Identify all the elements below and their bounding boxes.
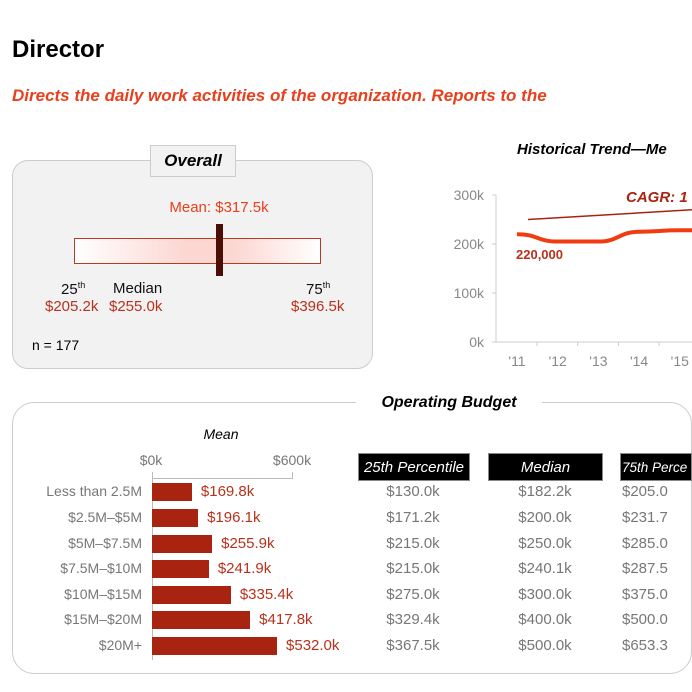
series-line [516, 228, 692, 244]
bar-value-label: $532.0k [286, 637, 340, 654]
table-cell: $329.4k [386, 611, 440, 628]
y-tick-label: 200k [454, 236, 485, 252]
range-bar [74, 238, 321, 264]
p75-value: $396.5k [291, 298, 345, 315]
x-tick-label: '11 [508, 353, 525, 369]
x-tick-label: '13 [589, 353, 607, 369]
table-cell: $182.2k [518, 483, 572, 500]
category-label: $20M+ [98, 637, 142, 653]
table-cell: $300.0k [518, 586, 572, 603]
category-label: $2.5M–$5M [68, 509, 142, 525]
mean-marker [216, 224, 223, 276]
col-header-25th: 25th Percentile [358, 453, 470, 481]
table-cell: $240.1k [518, 560, 572, 577]
x-tick: $600k [272, 452, 312, 468]
table-cell: $171.2k [386, 509, 440, 526]
overall-panel [12, 160, 373, 369]
median-label: Median [113, 280, 163, 297]
table-cell: $215.0k [386, 535, 440, 552]
x-axis [152, 478, 293, 479]
table-cell: $231.7 [622, 509, 668, 526]
x-tick-label: '12 [549, 353, 567, 369]
x-tick-label: '14 [630, 353, 648, 369]
page-subtitle: Directs the daily work activities of the… [12, 86, 547, 105]
bar-value-label: $417.8k [259, 611, 313, 628]
cagr-label: CAGR: 1 [626, 189, 688, 206]
category-label: Less than 2.5M [46, 483, 142, 499]
title-backdrop [356, 392, 542, 414]
category-label: $5M–$7.5M [68, 535, 142, 551]
bar [152, 611, 251, 629]
bar-value-label: $196.1k [207, 509, 261, 526]
table-cell: $205.0 [622, 483, 668, 500]
operating-budget-title: Operating Budget [381, 394, 517, 411]
mean-axis-title: Mean [203, 426, 239, 442]
p75-label: 75th [306, 280, 331, 298]
bar [152, 535, 213, 553]
y-tick-label: 0k [469, 334, 485, 350]
bar [152, 586, 231, 604]
table-cell: $215.0k [386, 560, 440, 577]
bar [152, 637, 278, 655]
table-cell: $375.0 [622, 586, 668, 603]
table-cell: $367.5k [386, 637, 440, 654]
table-cell: $400.0k [518, 611, 572, 628]
y-tick-label: 300k [454, 187, 485, 203]
y-tick-label: 100k [454, 285, 485, 301]
table-cell: $250.0k [518, 535, 572, 552]
p25-label: 25th [61, 280, 86, 298]
bar [152, 560, 209, 578]
table-cell: $130.0k [386, 483, 440, 500]
table-cell: $287.5 [622, 560, 668, 577]
bar-value-label: $169.8k [200, 483, 255, 500]
table-cell: $200.0k [518, 509, 572, 526]
table-cell: $275.0k [386, 586, 440, 603]
trend-chart-title: Historical Trend—Me [517, 141, 667, 158]
bar-value-label: $335.4k [239, 586, 294, 603]
bar [152, 509, 199, 527]
col-header-median: Median [488, 453, 603, 481]
category-label: $7.5M–$10M [60, 560, 142, 576]
table-cell: $500.0 [622, 611, 668, 628]
median-value: $255.0k [109, 298, 163, 315]
page-title: Director [12, 36, 105, 63]
bar [152, 483, 192, 501]
x-tick: $0k [139, 452, 163, 468]
bar-value-label: $255.9k [221, 535, 275, 552]
trend-chart: 0k 100k 200k 300k '11 '12 '13 '14 '15 CAGR: 1 220,… [454, 187, 692, 369]
x-tick-label: '15 [671, 353, 689, 369]
table-cell: $653.3 [622, 637, 668, 654]
table-cell: $500.0k [518, 637, 572, 654]
category-label: $10M–$15M [64, 586, 142, 602]
bar-value-label: $241.9k [217, 560, 272, 577]
table-cell: $285.0 [622, 535, 668, 552]
overall-label: Overall [150, 145, 236, 177]
x-axis-tick [292, 472, 293, 479]
mean-label: Mean: $317.5k [169, 199, 269, 216]
category-label: $15M–$20M [64, 611, 142, 627]
cagr-trend-line [527, 209, 692, 221]
start-value-label: 220,000 [516, 247, 563, 262]
sample-size: n = 177 [32, 337, 80, 353]
p25-value: $205.2k [45, 298, 99, 315]
col-header-75th: 75th Perce [620, 453, 692, 481]
